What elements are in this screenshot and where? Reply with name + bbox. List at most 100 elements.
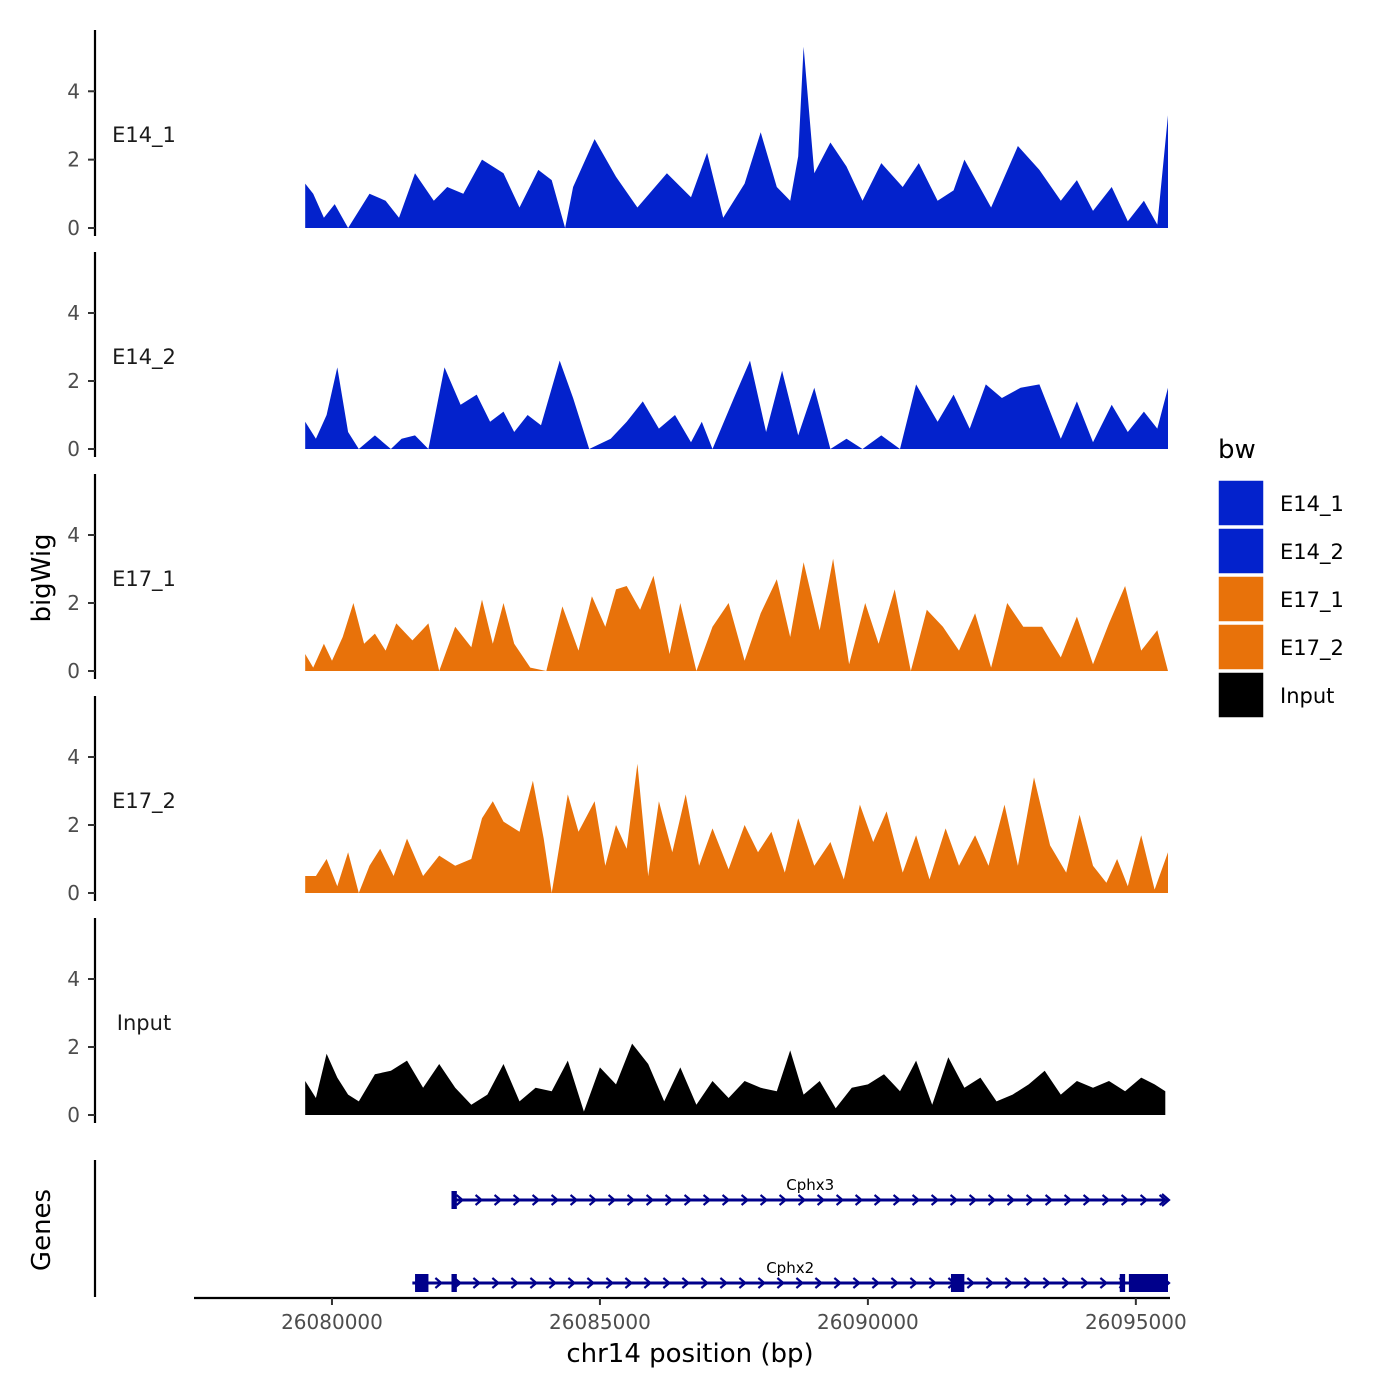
area-E17_1	[305, 558, 1168, 671]
strand-arrow	[1139, 1194, 1149, 1206]
track-label-E17_2: E17_2	[112, 789, 176, 814]
exon-Cphx3-1	[451, 1191, 457, 1209]
strand-arrow	[854, 1194, 864, 1206]
genes-axis-title: Genes	[27, 1189, 57, 1271]
y-tick-label-E17_2-4: 4	[67, 745, 80, 769]
gene-track: Cphx3 Cphx2	[93, 1160, 1171, 1297]
strand-arrow	[892, 1194, 902, 1206]
legend-swatch-E17_1	[1217, 575, 1265, 623]
strand-arrow	[1061, 1277, 1071, 1289]
y-tick-label-E14_1-2: 2	[67, 148, 80, 172]
strand-arrow	[1063, 1194, 1073, 1206]
track-label-E14_2: E14_2	[112, 345, 176, 370]
track-E14_1: 0 2 4 E14_1	[67, 30, 1168, 240]
strand-arrow	[645, 1194, 655, 1206]
strand-arrow	[873, 1194, 883, 1206]
strand-arrow	[567, 1277, 577, 1289]
strand-arrow	[586, 1277, 596, 1289]
strand-arrow	[1120, 1194, 1130, 1206]
strand-arrow-end	[1161, 1193, 1171, 1207]
exon-Cphx2-4	[1119, 1274, 1126, 1292]
legend-swatch-E14_1	[1217, 479, 1265, 527]
strand-arrow	[719, 1277, 729, 1289]
strand-arrow	[626, 1194, 636, 1206]
track-E17_1: 0 2 4 E17_1	[67, 474, 1168, 683]
legend-swatch-E14_2	[1217, 527, 1265, 575]
legend-label-E17_2: E17_2	[1280, 636, 1344, 661]
exon-Cphx2-5	[1128, 1274, 1168, 1292]
area-Input	[305, 1043, 1166, 1115]
track-E14_2: 0 2 4 E14_2	[67, 252, 1168, 461]
strand-arrow	[548, 1277, 558, 1289]
strand-arrow	[434, 1277, 444, 1289]
strand-arrow	[871, 1277, 881, 1289]
x-tick-label-26095000: 26095000	[1085, 1310, 1187, 1334]
strand-arrow	[776, 1277, 786, 1289]
y-tick-label-E17_1-0: 0	[67, 659, 80, 683]
strand-arrow	[778, 1194, 788, 1206]
strand-arrow	[814, 1277, 824, 1289]
strand-arrow	[1025, 1194, 1035, 1206]
track-label-E14_1: E14_1	[112, 123, 176, 148]
track-label-E17_1: E17_1	[112, 567, 176, 592]
strand-arrow	[1099, 1277, 1109, 1289]
strand-arrow	[721, 1194, 731, 1206]
strand-arrow	[531, 1194, 541, 1206]
legend-swatch-E17_2	[1217, 623, 1265, 671]
track-Input: 0 2 4 Input	[67, 918, 1166, 1127]
strand-arrow	[1082, 1194, 1092, 1206]
strand-arrow	[1042, 1277, 1052, 1289]
track-E17_2: 0 2 4 E17_2	[67, 696, 1168, 905]
strand-arrow	[474, 1194, 484, 1206]
strand-arrow	[835, 1194, 845, 1206]
track-panels: 0 2 4 E14_1 0 2 4 E14_2 0 2 4 E17_1 0 2 4 E17_2 0 2 4 Input	[67, 30, 1168, 1127]
y-tick-label-E17_2-2: 2	[67, 813, 80, 837]
strand-arrow	[683, 1194, 693, 1206]
x-tick-label-26085000: 26085000	[549, 1310, 651, 1334]
area-E14_2	[305, 360, 1168, 449]
strand-arrow	[949, 1194, 959, 1206]
strand-arrow	[493, 1194, 503, 1206]
strand-arrow	[759, 1194, 769, 1206]
area-E17_2	[305, 763, 1168, 893]
strand-arrow	[550, 1194, 560, 1206]
legend-title: bw	[1218, 435, 1256, 465]
y-tick-label-E14_2-0: 0	[67, 437, 80, 461]
strand-arrow	[833, 1277, 843, 1289]
strand-arrow	[569, 1194, 579, 1206]
area-E14_1	[305, 46, 1168, 228]
strand-arrow	[681, 1277, 691, 1289]
exon-Cphx2-1	[415, 1274, 429, 1292]
exon-Cphx2-3	[950, 1274, 965, 1292]
x-axis-title: chr14 position (bp)	[566, 1339, 813, 1369]
legend-label-Input: Input	[1280, 684, 1334, 708]
strand-arrow	[643, 1277, 653, 1289]
x-tick-label-26090000: 26090000	[817, 1310, 919, 1334]
strand-arrow	[455, 1194, 465, 1206]
strand-arrow	[1023, 1277, 1033, 1289]
y-tick-label-Input-0: 0	[67, 1103, 80, 1127]
strand-arrow	[605, 1277, 615, 1289]
strand-arrow	[702, 1194, 712, 1206]
gene-label-Cphx3: Cphx3	[786, 1176, 834, 1194]
strand-arrow	[911, 1194, 921, 1206]
strand-arrow	[510, 1277, 520, 1289]
strand-arrow	[890, 1277, 900, 1289]
strand-arrow	[1101, 1194, 1111, 1206]
strand-arrow	[1158, 1194, 1168, 1206]
strand-arrow	[664, 1194, 674, 1206]
y-tick-label-Input-2: 2	[67, 1035, 80, 1059]
strand-arrow	[968, 1194, 978, 1206]
strand-arrow	[491, 1277, 501, 1289]
y-axis-title: bigWig	[27, 533, 57, 622]
strand-arrow	[1006, 1194, 1016, 1206]
strand-arrow	[607, 1194, 617, 1206]
strand-arrow	[1044, 1194, 1054, 1206]
strand-arrow	[966, 1277, 976, 1289]
strand-arrow	[662, 1277, 672, 1289]
y-tick-label-E14_2-2: 2	[67, 369, 80, 393]
strand-arrow	[795, 1277, 805, 1289]
strand-arrow	[1004, 1277, 1014, 1289]
legend: bw E14_1 E14_2 E17_1 E17_2 Input	[1217, 435, 1344, 719]
y-tick-label-E17_1-4: 4	[67, 523, 80, 547]
